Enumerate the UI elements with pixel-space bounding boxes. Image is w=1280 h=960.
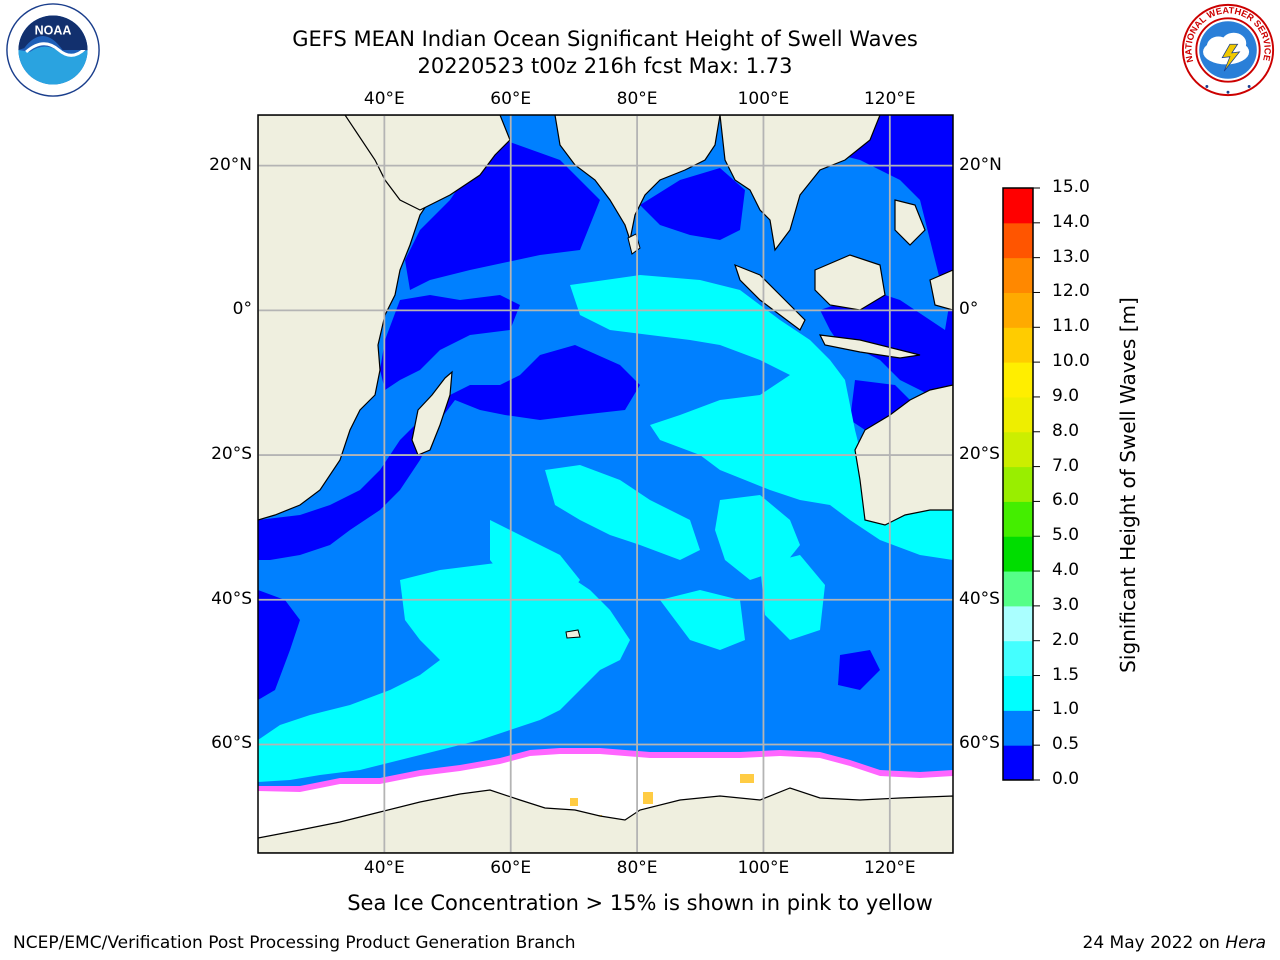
lat-label-left-4: 60°S bbox=[211, 733, 252, 754]
lon-label-top-1: 60°E bbox=[490, 89, 532, 109]
land-borneo bbox=[814, 254, 886, 311]
colorbar-swatch-13 bbox=[1003, 292, 1033, 328]
land-indochina bbox=[719, 115, 881, 252]
colorbar-tick-label-7: 5.0 bbox=[1052, 525, 1080, 546]
colorbar-tick-label-3: 1.5 bbox=[1052, 664, 1080, 685]
colorbar-swatch-8 bbox=[1003, 466, 1033, 502]
map-frame bbox=[257, 114, 954, 854]
chart-title: GEFS MEAN Indian Ocean Significant Heigh… bbox=[292, 27, 918, 51]
sea-ice-note-text: Sea Ice Concentration > 15% is shown in … bbox=[347, 891, 933, 915]
colorbar-swatch-10 bbox=[1003, 396, 1033, 433]
footer-credit: NCEP/EMC/Verification Post Processing Pr… bbox=[13, 933, 576, 953]
lon-label-bottom-3: 100°E bbox=[737, 858, 790, 878]
colorbar-swatch-3 bbox=[1003, 640, 1033, 677]
colorbar-tick-label-4: 2.0 bbox=[1052, 629, 1080, 650]
noaa-logo-text: NOAA bbox=[35, 24, 72, 38]
colorbar-tick-label-16: 14.0 bbox=[1052, 211, 1090, 232]
colorbar-tick-label-0: 0.0 bbox=[1052, 769, 1080, 789]
colorbar-swatch-5 bbox=[1003, 571, 1033, 607]
colorbar-frame bbox=[1002, 187, 1034, 781]
colorbar-tick-label-12: 10.0 bbox=[1052, 351, 1090, 372]
noaa-logo: NOAA bbox=[6, 3, 100, 97]
colorbar-tick-label-14: 12.0 bbox=[1052, 281, 1090, 302]
colorbar-swatch-2 bbox=[1003, 675, 1033, 711]
land-kerguelen bbox=[565, 629, 581, 639]
lat-label-right-2: 20°S bbox=[959, 444, 1000, 465]
colorbar-swatch-4 bbox=[1003, 605, 1033, 642]
colorbar bbox=[1003, 187, 1040, 781]
land-philippines bbox=[894, 199, 926, 246]
swell-cyan-zones bbox=[258, 275, 953, 782]
colorbar-tick-label-17: 15.0 bbox=[1052, 177, 1090, 197]
lat-label-left-1: 0° bbox=[232, 299, 252, 320]
lon-label-bottom-4: 120°E bbox=[863, 858, 916, 878]
colorbar-tick-label-11: 9.0 bbox=[1052, 385, 1080, 406]
land-new-guinea bbox=[929, 269, 953, 311]
lat-label-right-0: 20°N bbox=[959, 154, 1002, 175]
colorbar-tick-label-5: 3.0 bbox=[1052, 594, 1080, 615]
colorbar-swatch-7 bbox=[1003, 501, 1033, 537]
colorbar-swatch-11 bbox=[1003, 362, 1033, 398]
sea-ice-note: Sea Ice Concentration > 15% is shown in … bbox=[0, 891, 1280, 915]
lat-label-right-1: 0° bbox=[959, 299, 979, 320]
land-antarctica bbox=[258, 787, 953, 853]
colorbar-tick-label-10: 8.0 bbox=[1052, 420, 1080, 441]
lat-label-left-3: 40°S bbox=[211, 588, 252, 609]
colorbar-swatch-6 bbox=[1003, 536, 1033, 572]
footer-machine: Hera bbox=[1225, 933, 1266, 953]
land-java bbox=[818, 334, 921, 359]
lat-label-right-3: 40°S bbox=[959, 588, 1000, 609]
map-plot-area bbox=[258, 115, 953, 853]
nws-logo: NATIONAL WEATHER SERVICE bbox=[1181, 3, 1275, 97]
lon-label-top-0: 40°E bbox=[363, 89, 405, 109]
footer-date-text: 24 May 2022 on bbox=[1082, 933, 1226, 953]
calm-swell-zones bbox=[258, 115, 953, 700]
colorbar-tick-label-8: 6.0 bbox=[1052, 490, 1080, 511]
colorbar-swatch-15 bbox=[1003, 222, 1033, 259]
lat-label-right-4: 60°S bbox=[959, 733, 1000, 754]
colorbar-swatch-9 bbox=[1003, 431, 1033, 468]
colorbar-tick-label-6: 4.0 bbox=[1052, 560, 1080, 581]
graticule bbox=[258, 115, 953, 853]
colorbar-tick-label-15: 13.0 bbox=[1052, 246, 1090, 267]
colorbar-label: Significant Height of Swell Waves [m] bbox=[1116, 297, 1140, 673]
colorbar-swatch-16 bbox=[1003, 188, 1033, 224]
colorbar-swatch-1 bbox=[1003, 710, 1033, 746]
footer-date: 24 May 2022 on Hera bbox=[1083, 933, 1267, 953]
land-madagascar bbox=[411, 370, 453, 456]
chart-subtitle: 20220523 t00z 216h fcst Max: 1.73 bbox=[417, 54, 793, 78]
land-arabia bbox=[344, 115, 511, 211]
colorbar-tick-label-1: 0.5 bbox=[1052, 734, 1080, 755]
colorbar-tick-label-2: 1.0 bbox=[1052, 699, 1080, 720]
lon-label-top-2: 80°E bbox=[616, 89, 658, 109]
colorbar-tick-label-13: 11.0 bbox=[1052, 316, 1090, 337]
colorbar-swatch-12 bbox=[1003, 327, 1033, 363]
lat-label-left-0: 20°N bbox=[209, 154, 252, 175]
land-sumatra bbox=[734, 263, 806, 331]
lat-label-left-2: 20°S bbox=[211, 444, 252, 465]
lon-label-bottom-0: 40°E bbox=[363, 858, 405, 878]
lon-label-top-4: 120°E bbox=[863, 89, 916, 109]
colorbar-swatch-0 bbox=[1003, 745, 1033, 781]
colorbar-swatch-14 bbox=[1003, 257, 1033, 293]
lon-label-bottom-1: 60°E bbox=[490, 858, 532, 878]
lon-label-bottom-2: 80°E bbox=[616, 858, 658, 878]
lon-label-top-3: 100°E bbox=[737, 89, 790, 109]
colorbar-tick-label-9: 7.0 bbox=[1052, 455, 1080, 476]
